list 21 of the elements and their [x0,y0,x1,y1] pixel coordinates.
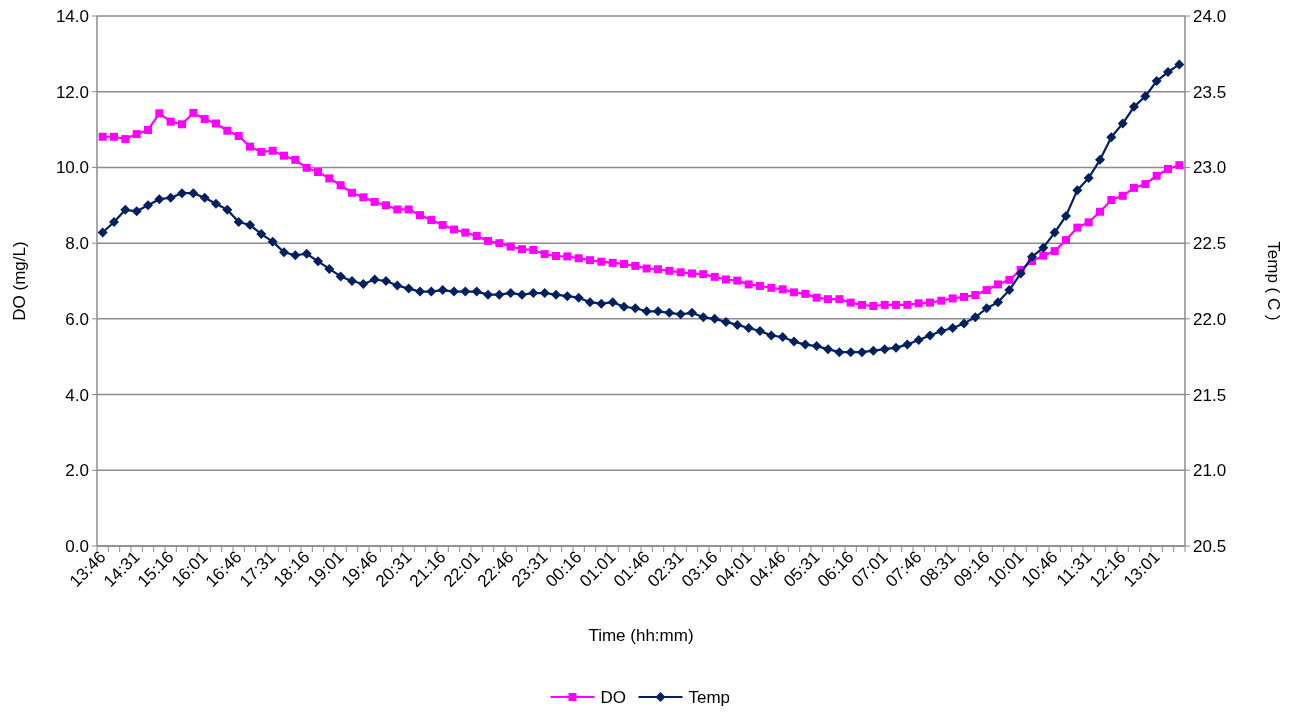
y2-tick-label: 24.0 [1193,7,1227,26]
y2-tick-label: 22.5 [1193,234,1227,254]
legend-label: DO [600,688,626,707]
y2-tick-label: 20.5 [1193,537,1227,556]
y2-tick-label: 21.5 [1193,385,1227,405]
legend-label: Temp [688,688,731,707]
y2-axis-title: Temp ( C ) [1264,241,1283,321]
y2-tick-label: 23.0 [1193,158,1227,178]
x-axis-title: Time (hh:mm) [588,626,694,645]
y2-tick-label: 21.0 [1193,461,1227,481]
y-tick-label: 12.0 [55,82,89,102]
y-tick-label: 10.0 [55,158,89,178]
y-tick-label: 4.0 [65,385,89,405]
y-tick-label: 0.0 [65,537,89,556]
y2-tick-label: 23.5 [1193,82,1227,102]
y-axis-title: DO (mg/L) [10,241,29,321]
y-tick-label: 14.0 [55,7,89,26]
y-tick-label: 6.0 [65,309,89,329]
y-tick-label: 8.0 [65,234,89,254]
y-tick-label: 2.0 [65,461,89,481]
y2-tick-label: 22.0 [1193,309,1227,329]
